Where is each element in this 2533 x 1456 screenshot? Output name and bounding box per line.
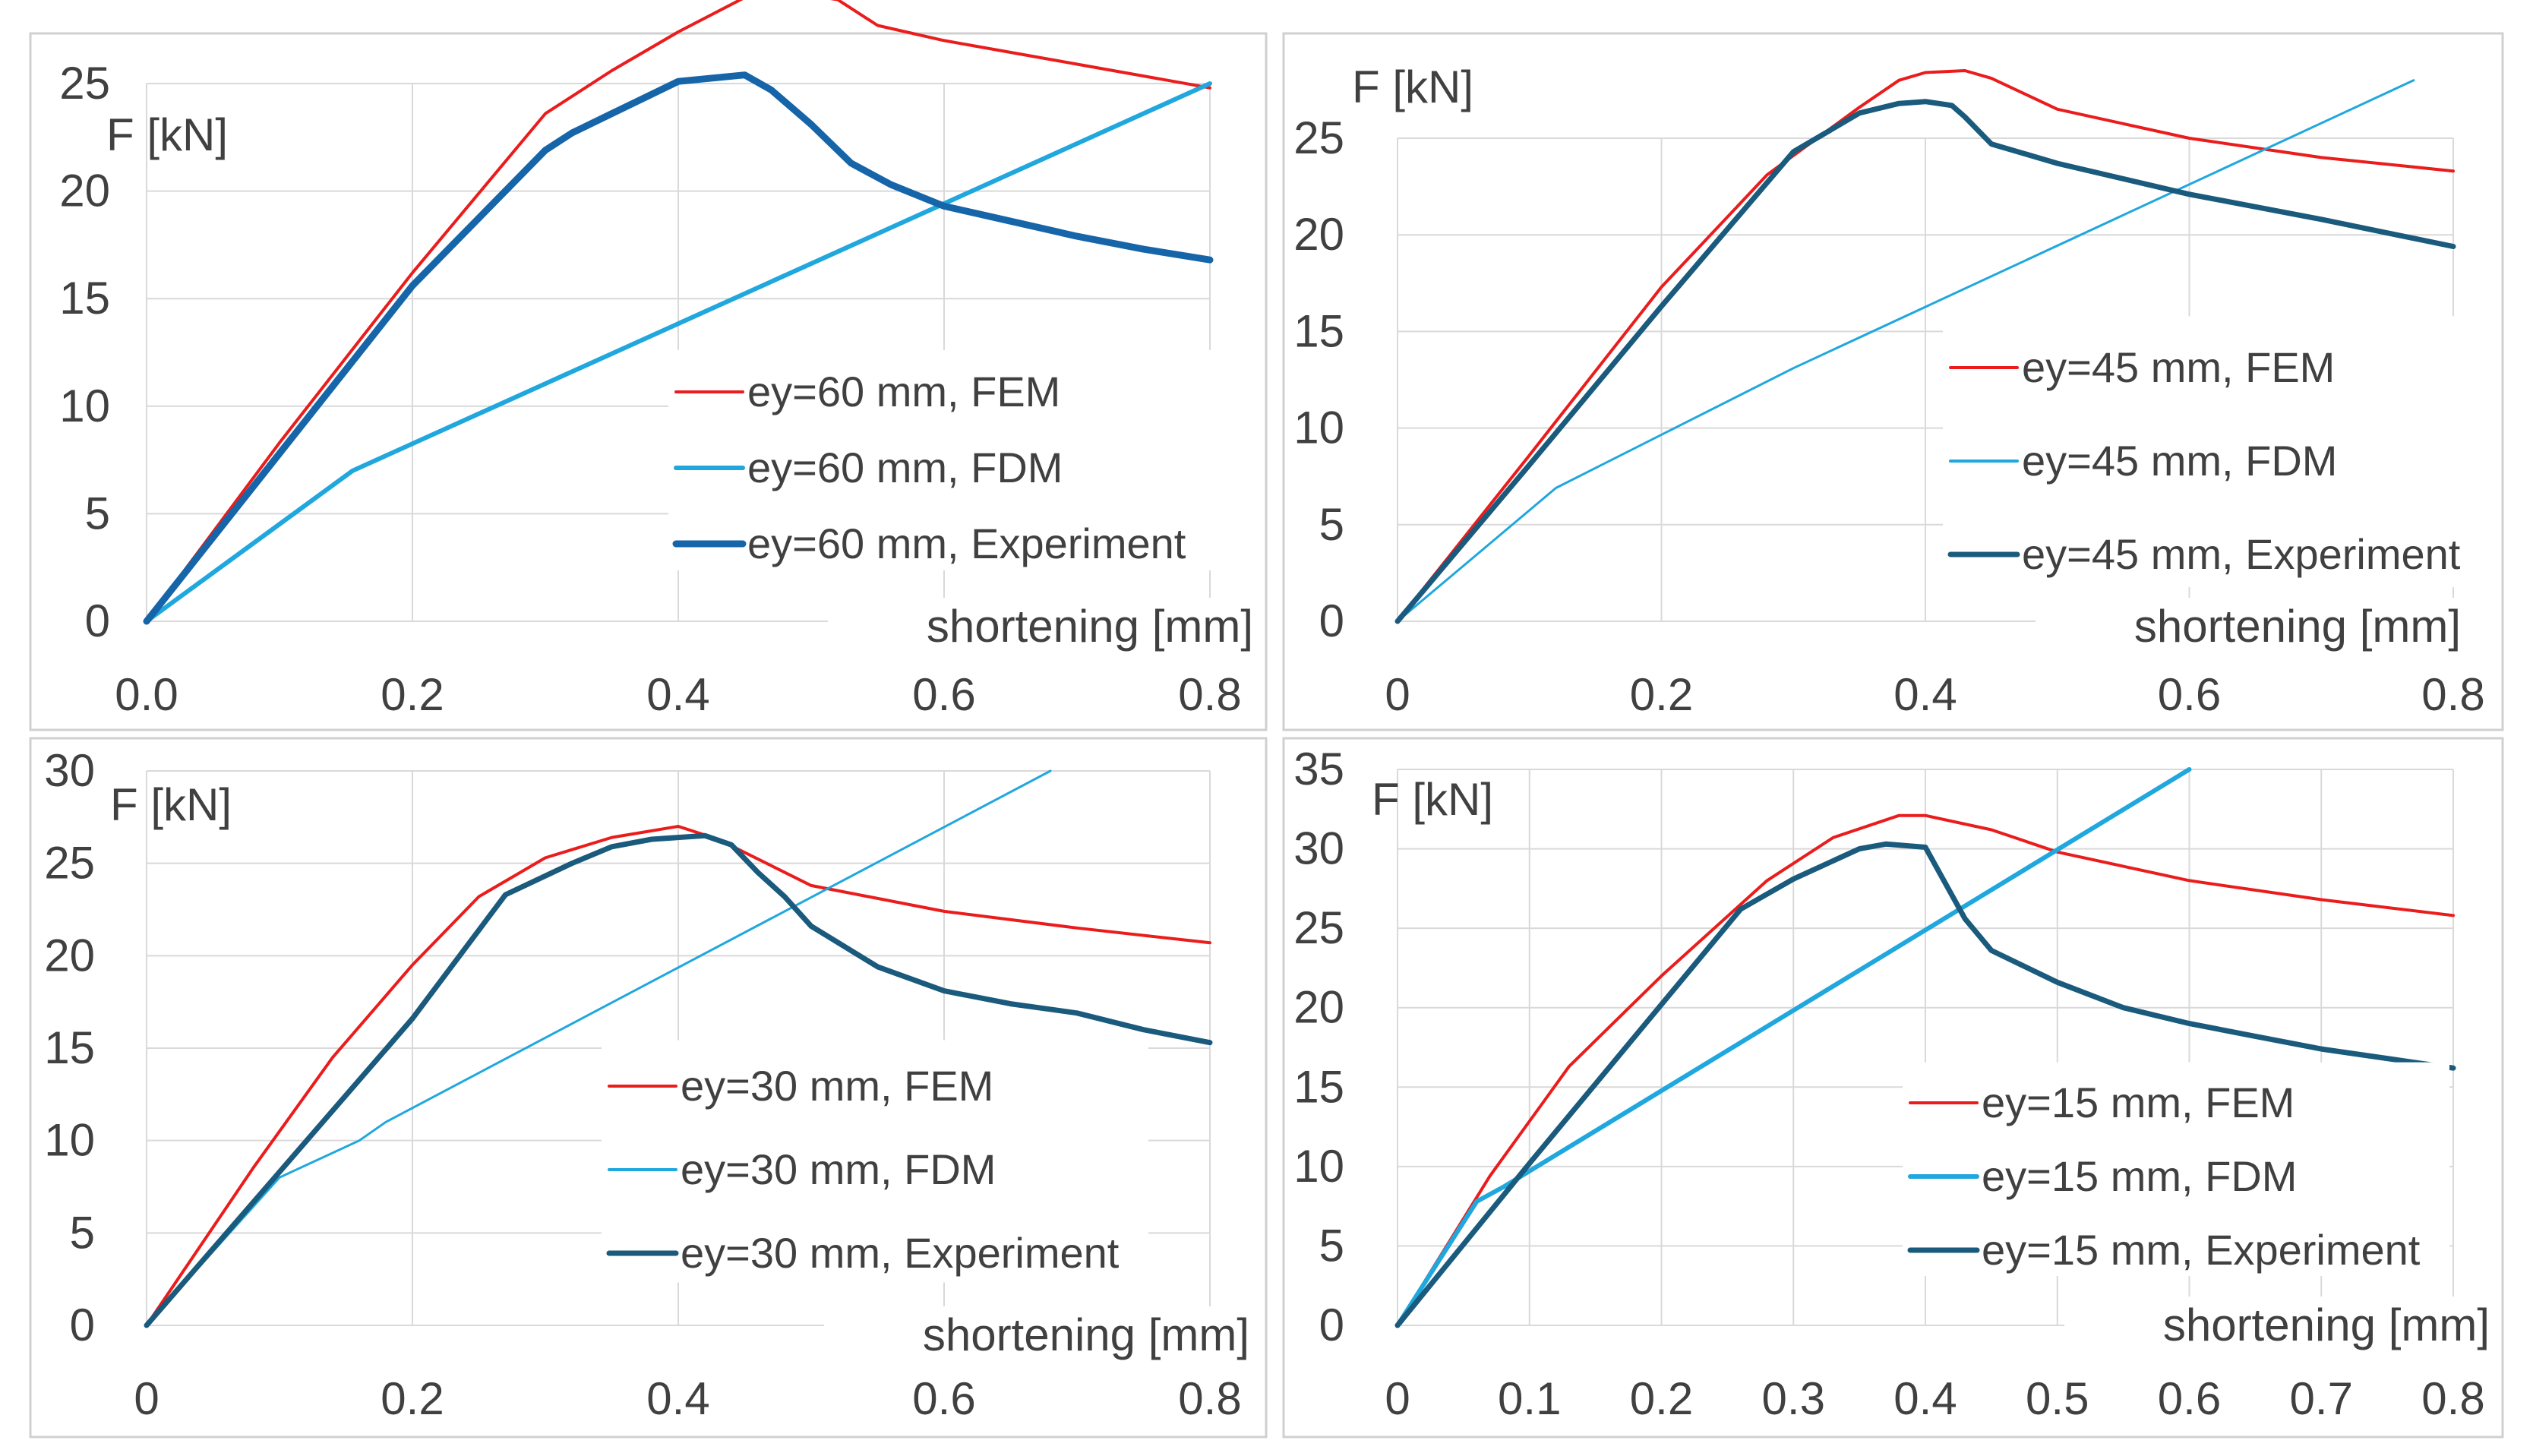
y-tick-label: 25 <box>1293 902 1344 953</box>
x-tick-label: 0.2 <box>381 1373 444 1424</box>
chart-ey60: 0 5 10 15 20 25 0.0 0.2 0.4 0.6 0.8 F [kN] shortenin… <box>59 0 1261 720</box>
x-tick-label: 0.0 <box>115 669 178 720</box>
y-tick-label: 10 <box>1293 403 1344 453</box>
y-tick-label: 35 <box>1293 744 1344 794</box>
legend-label: ey=45 mm, FDM <box>2022 437 2337 485</box>
legend-label: ey=15 mm, FEM <box>1982 1079 2295 1126</box>
series-line-experiment <box>1394 99 2456 624</box>
y-tick-label: 0 <box>85 595 110 646</box>
legend-label: ey=45 mm, Experiment <box>2022 530 2461 578</box>
x-axis-title-background <box>2064 1297 2497 1354</box>
y-tick-label: 15 <box>1293 305 1344 356</box>
x-tick-label: 0.6 <box>912 1373 975 1424</box>
x-tick-label: 0.2 <box>381 669 444 720</box>
y-tick-label: 20 <box>1293 209 1344 260</box>
x-tick-label: 0.7 <box>2290 1373 2353 1424</box>
legend-background <box>602 1040 1148 1283</box>
y-tick-label: 25 <box>1293 112 1344 163</box>
x-tick-label: 0.6 <box>912 669 975 720</box>
y-tick-label: 30 <box>44 745 95 796</box>
x-axis-title: shortening [mm] <box>2163 1300 2490 1350</box>
y-axis-title: F [kN] <box>106 109 228 160</box>
legend-label: ey=30 mm, FDM <box>681 1145 996 1193</box>
legend-label: ey=60 mm, Experiment <box>747 520 1186 567</box>
x-tick-label: 0.4 <box>1893 1373 1957 1424</box>
y-tick-label: 20 <box>1293 982 1344 1033</box>
y-tick-label: 10 <box>1293 1141 1344 1192</box>
series-line-fdm <box>144 81 1212 624</box>
x-axis-title: shortening [mm] <box>923 1309 1249 1360</box>
x-tick-label: 0.2 <box>1630 1373 1693 1424</box>
x-axis-title: shortening [mm] <box>927 601 1253 652</box>
x-tick-label: 0.5 <box>2026 1373 2089 1424</box>
legend-label: ey=60 mm, FEM <box>747 368 1060 415</box>
x-tick-label: 0.3 <box>1762 1373 1825 1424</box>
y-tick-label: 0 <box>1319 1300 1344 1350</box>
series-line-experiment <box>1394 841 2456 1328</box>
series-line-fem <box>145 0 1211 623</box>
series-line-fem <box>1396 813 2455 1327</box>
y-tick-label: 5 <box>1319 499 1344 550</box>
series-line-fdm <box>1396 79 2415 623</box>
x-axis-title-background <box>2036 598 2468 655</box>
legend-label: ey=60 mm, FDM <box>747 444 1063 491</box>
chart-ey15: 0 5 10 15 20 25 30 35 0 0.1 0.2 0.3 0.4 0.5 0.6 0.7 0.8 F… <box>1293 744 2497 1424</box>
x-tick-label: 0.8 <box>1178 1373 1241 1424</box>
x-tick-label: 0.6 <box>2158 1373 2221 1424</box>
y-tick-label: 5 <box>70 1207 95 1258</box>
x-tick-label: 0 <box>1385 1373 1410 1424</box>
x-tick-label: 0.8 <box>1178 669 1241 720</box>
chart-ey30: 0 5 10 15 20 25 30 0 0.2 0.4 0.6 0.8 F [kN] shortenin… <box>44 745 1257 1424</box>
legend-label: ey=45 mm, FEM <box>2022 343 2335 391</box>
y-tick-label: 15 <box>44 1022 95 1073</box>
y-tick-label: 15 <box>59 273 110 324</box>
y-tick-label: 20 <box>59 166 110 216</box>
x-tick-label: 0 <box>134 1373 159 1424</box>
series-line-fem <box>145 825 1211 1327</box>
legend-label: ey=15 mm, FDM <box>1982 1152 2297 1200</box>
y-tick-label: 10 <box>44 1115 95 1166</box>
chart-ey45: 0 5 10 15 20 25 0 0.2 0.4 0.6 0.8 F [kN] shortening … <box>1293 62 2490 720</box>
x-tick-label: 0.4 <box>646 669 709 720</box>
y-axis-title: F [kN] <box>110 779 232 830</box>
x-axis-title-background <box>824 1306 1257 1364</box>
legend-label: ey=15 mm, Experiment <box>1982 1226 2421 1274</box>
series-line-experiment <box>143 71 1214 625</box>
legend-label: ey=30 mm, FEM <box>681 1062 993 1110</box>
y-tick-label: 10 <box>59 381 110 431</box>
y-tick-label: 25 <box>44 838 95 889</box>
x-tick-label: 0.2 <box>1630 669 1693 720</box>
legend-background <box>1903 1062 2449 1276</box>
series-line-fdm <box>1395 767 2192 1328</box>
y-tick-label: 30 <box>1293 823 1344 874</box>
y-tick-label: 15 <box>1293 1061 1344 1112</box>
series-line-experiment <box>144 832 1213 1328</box>
x-tick-label: 0.8 <box>2421 669 2484 720</box>
series-line-fem <box>1396 69 2455 623</box>
legend-background <box>668 350 1215 570</box>
y-tick-label: 25 <box>59 58 110 109</box>
y-axis-title: F [kN] <box>1352 62 1473 112</box>
y-tick-label: 20 <box>44 930 95 981</box>
legend-background <box>1943 316 2490 588</box>
y-axis-title: F [kN] <box>1372 774 1493 825</box>
x-axis-title: shortening [mm] <box>2134 601 2461 652</box>
x-tick-label: 0.8 <box>2421 1373 2484 1424</box>
y-tick-label: 5 <box>85 488 110 538</box>
x-axis-title-background <box>828 598 1261 655</box>
x-tick-label: 0.1 <box>1498 1373 1561 1424</box>
y-tick-label: 0 <box>70 1300 95 1350</box>
x-tick-label: 0.4 <box>646 1373 709 1424</box>
y-tick-label: 0 <box>1319 595 1344 646</box>
y-tick-label: 5 <box>1319 1220 1344 1271</box>
x-tick-label: 0.4 <box>1893 669 1957 720</box>
x-tick-label: 0.6 <box>2158 669 2221 720</box>
legend-label: ey=30 mm, Experiment <box>681 1229 1120 1277</box>
x-tick-label: 0 <box>1385 669 1410 720</box>
